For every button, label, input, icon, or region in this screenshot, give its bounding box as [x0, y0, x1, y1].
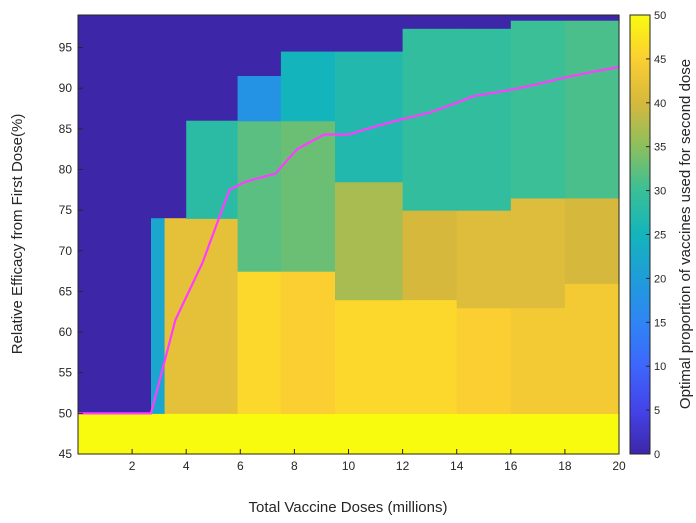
heatmap-cell: [456, 28, 512, 211]
x-tick-label: 20: [612, 459, 626, 473]
x-tick-label: 12: [396, 459, 410, 473]
heatmap-cell: [237, 271, 282, 414]
y-tick-label: 85: [59, 122, 73, 136]
heatmap-cells: [78, 15, 620, 455]
heatmap-cell: [280, 271, 336, 414]
heatmap-cell: [151, 15, 187, 219]
optimal-threshold-line: [78, 65, 620, 415]
x-tick-label: 10: [342, 459, 356, 473]
heatmap-cell: [335, 181, 404, 301]
heatmap-cell: [280, 15, 336, 53]
colorbar-tick-label: 0: [654, 449, 660, 461]
heatmap-cell: [237, 76, 282, 122]
heatmap-cell: [186, 120, 239, 219]
x-tick-label: 6: [237, 459, 244, 473]
heatmap-cell: [78, 15, 152, 414]
colorbar-tick-label: 35: [654, 142, 666, 154]
heatmap-cell: [335, 15, 404, 53]
heatmap-cell: [335, 299, 404, 414]
heatmap-cell: [510, 20, 566, 199]
colorbar-tick-label: 30: [654, 186, 666, 198]
heatmap-cell: [402, 28, 458, 211]
heatmap-cell: [237, 120, 282, 272]
heatmap-cell: [402, 15, 512, 30]
y-tick-label: 70: [59, 244, 73, 258]
y-tick-label: 90: [59, 81, 73, 95]
x-axis: 2 4 6 8 10 12 14 16 18 20: [129, 449, 626, 473]
heatmap-cell: [456, 307, 512, 414]
heatmap-cell: [335, 51, 404, 183]
x-tick-label: 2: [129, 459, 136, 473]
y-tick-label: 75: [59, 203, 73, 217]
colorbar-tick-label: 20: [654, 273, 666, 285]
x-tick-label: 16: [504, 459, 518, 473]
colorbar-tick-label: 40: [654, 98, 666, 110]
y-tick-label: 60: [59, 325, 73, 339]
x-tick-label: 18: [558, 459, 572, 473]
y-axis-label: Relative Efficacy from First Dose(%): [9, 114, 26, 355]
colorbar-axis: 0 5 10 15 20 25 30 35 40 45 50: [646, 10, 666, 461]
heatmap-cell: [164, 218, 239, 414]
x-tick-label: 14: [450, 459, 464, 473]
heatmap-cell: [78, 413, 620, 455]
y-tick-label: 50: [59, 406, 73, 420]
y-tick-label: 80: [59, 162, 73, 176]
heatmap-cell: [564, 20, 620, 199]
colorbar-tick-label: 15: [654, 317, 666, 329]
heatmap-cell: [564, 283, 620, 414]
heatmap-cell: [456, 210, 512, 309]
x-tick-label: 4: [183, 459, 190, 473]
colorbar-tick-label: 10: [654, 361, 666, 373]
colorbar-label: Optimal proportion of vaccines used for …: [677, 59, 694, 409]
y-axis: 45 50 55 60 65 70 75 80 85 90 95: [59, 41, 83, 461]
colorbar-tick-label: 5: [654, 405, 660, 417]
heatmap-cell: [237, 15, 282, 77]
heatmap-cell: [510, 307, 566, 414]
colorbar-tick-label: 25: [654, 230, 666, 242]
heatmap-cell: [280, 120, 336, 272]
colorbar-tick-label: 50: [654, 10, 666, 22]
y-tick-label: 45: [59, 447, 73, 461]
y-tick-label: 55: [59, 366, 73, 380]
x-axis-label: Total Vaccine Doses (millions): [249, 499, 448, 516]
y-tick-label: 65: [59, 284, 73, 298]
x-tick-label: 8: [291, 459, 298, 473]
y-tick-label: 95: [59, 41, 73, 55]
heatmap-cell: [510, 197, 566, 309]
heatmap-cell: [402, 299, 458, 414]
heatmap-cell: [151, 218, 166, 414]
heatmap-cell: [280, 51, 336, 122]
heatmap-cell: [510, 15, 620, 22]
colorbar-tick-label: 45: [654, 54, 666, 66]
heatmap-cell: [564, 197, 620, 284]
heatmap-cell: [402, 210, 458, 301]
heatmap-cell: [186, 15, 239, 122]
